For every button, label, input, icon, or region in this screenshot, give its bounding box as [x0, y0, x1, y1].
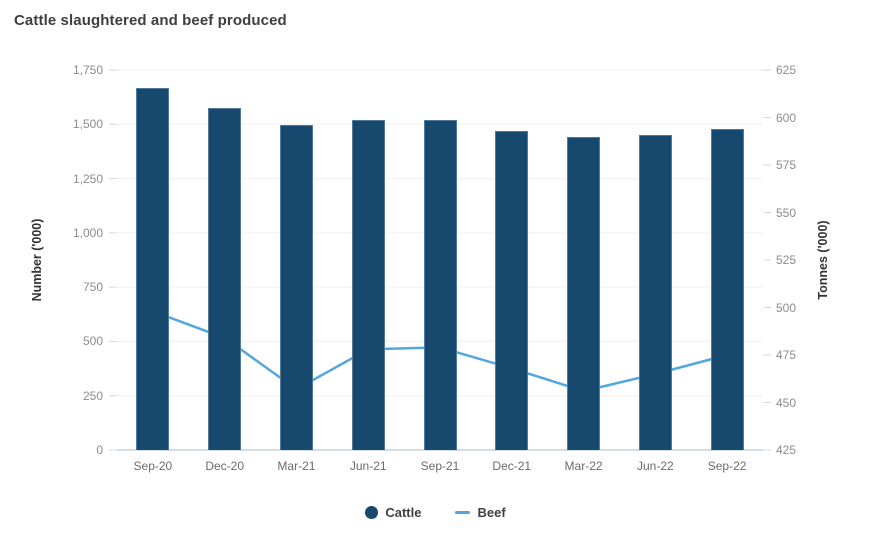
x-axis-tick-label: Sep-21 — [420, 459, 460, 473]
cattle-legend-marker-icon — [365, 505, 379, 519]
right-axis-tick-label: 475 — [776, 348, 797, 362]
bar-dec-21 — [495, 131, 529, 450]
chart-title: Cattle slaughtered and beef produced — [14, 12, 287, 29]
right-axis-tick-label: 625 — [776, 63, 797, 77]
x-axis-tick-label: Dec-21 — [492, 459, 532, 473]
x-axis-tick-label: Sep-20 — [133, 459, 173, 473]
right-axis-tick-label: 450 — [776, 395, 797, 410]
right-axis-tick-label: 550 — [776, 205, 797, 220]
bar-sep-20 — [136, 88, 170, 450]
right-axis-tick-label: 425 — [776, 443, 797, 457]
right-axis-tick-label: 575 — [776, 158, 797, 172]
left-axis-tick-label: 750 — [82, 280, 103, 295]
legend-label-beef: Beef — [477, 504, 506, 520]
x-axis-tick-label: Jun-21 — [349, 459, 387, 473]
left-axis-tick-label: 250 — [82, 388, 103, 403]
legend-item-cattle[interactable]: Cattle — [365, 505, 421, 520]
right-axis-tick-label: 525 — [776, 253, 797, 267]
left-axis-tick-label: 0 — [96, 443, 103, 457]
legend-item-beef[interactable]: Beef — [455, 504, 506, 520]
bar-jun-21 — [351, 120, 385, 450]
bar-sep-21 — [423, 120, 457, 450]
bar-sep-22 — [710, 129, 744, 450]
x-axis-tick-label: Jun-22 — [636, 459, 674, 473]
x-axis-tick-label: Mar-22 — [564, 459, 603, 473]
x-axis-tick-label: Mar-21 — [277, 459, 316, 473]
beef-legend-marker-icon — [455, 510, 471, 514]
legend: Cattle Beef — [0, 502, 871, 522]
legend-label-cattle: Cattle — [385, 504, 422, 520]
left-axis-tick-label: 1,500 — [72, 117, 103, 132]
left-axis-tick-label: 1,750 — [72, 63, 103, 77]
x-axis-tick-label: Sep-22 — [707, 459, 747, 473]
left-axis-tick-label: 1,000 — [72, 225, 103, 240]
left-axis-tick-label: 1,250 — [72, 171, 103, 186]
left-axis-tick-label: 500 — [82, 334, 103, 349]
bar-jun-22 — [638, 135, 672, 450]
bar-mar-21 — [279, 125, 313, 450]
right-axis-tick-label: 600 — [776, 110, 797, 125]
bar-mar-22 — [567, 137, 601, 450]
x-axis-tick-label: Dec-20 — [205, 459, 244, 473]
right-axis-tick-label: 500 — [776, 300, 797, 315]
bar-dec-20 — [208, 107, 242, 450]
